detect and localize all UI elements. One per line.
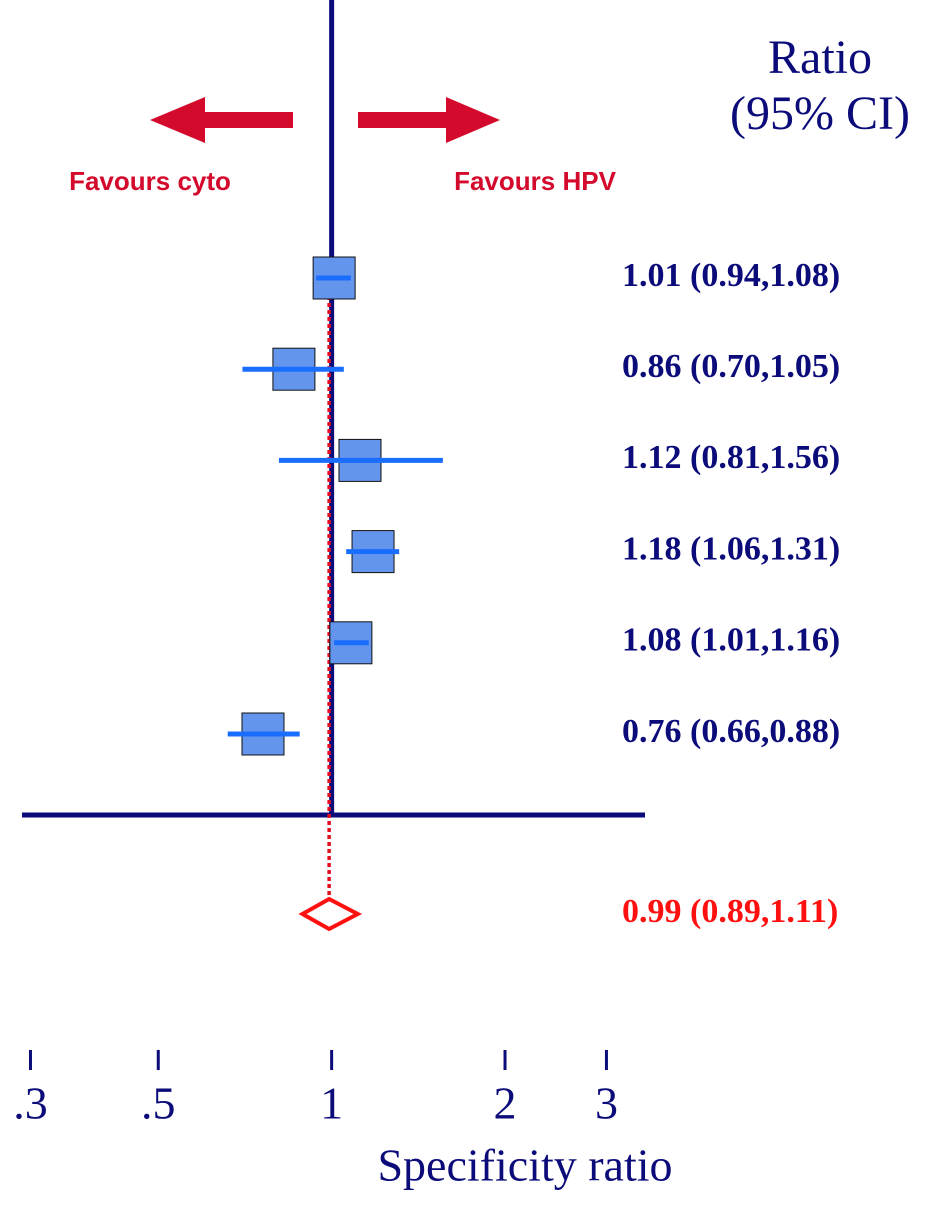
x-tick-label: 1 [320, 1078, 343, 1129]
x-tick-label: .5 [141, 1078, 176, 1129]
value-label: 1.08 (1.01,1.16) [622, 622, 840, 659]
x-tick-label: .3 [13, 1078, 48, 1129]
header-line: Ratio [768, 31, 872, 84]
arrow-left [150, 97, 293, 143]
x-tick-label: 2 [494, 1078, 517, 1129]
annotation: Favours cyto [69, 166, 231, 196]
value-label: 1.01 (0.94,1.08) [622, 257, 840, 294]
pooled-diamond [298, 896, 363, 932]
value-label: 1.12 (0.81,1.56) [622, 439, 840, 476]
pooled-value-label: 0.99 (0.89,1.11) [622, 893, 838, 930]
value-label: 0.86 (0.70,1.05) [622, 348, 840, 385]
value-label: 0.76 (0.66,0.88) [622, 713, 840, 750]
annotation: Favours HPV [454, 166, 616, 196]
arrow-right [358, 97, 500, 143]
value-label: 1.18 (1.06,1.31) [622, 530, 840, 567]
x-tick-label: 3 [595, 1078, 618, 1129]
header-line: (95% CI) [730, 87, 910, 140]
x-axis-label: Specificity ratio [377, 1140, 672, 1191]
